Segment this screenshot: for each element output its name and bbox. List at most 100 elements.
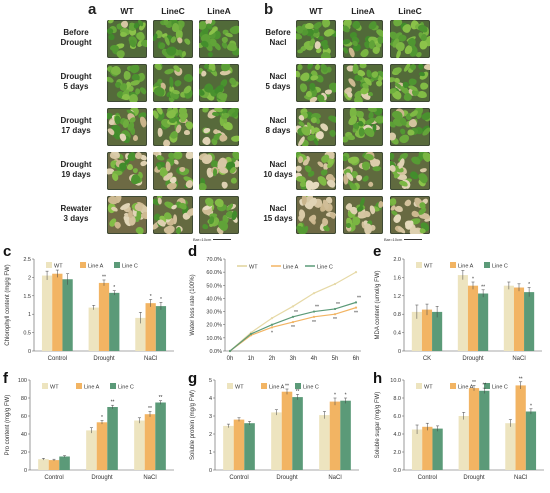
panel-b-plant-photo <box>343 64 383 102</box>
bar <box>525 411 537 470</box>
panel-a-scale-bar: Bar=10cm <box>193 237 232 242</box>
bar <box>468 388 480 470</box>
bar <box>432 311 443 351</box>
y-tick-label: 70.0% <box>206 257 222 263</box>
panel-a-plant-photo <box>199 64 239 102</box>
y-tick-label: 0.8 <box>393 312 401 318</box>
data-point <box>312 292 316 295</box>
y-axis-label: Chlorophyll content (mg/g FW) <box>5 264 11 345</box>
panel-letter: e <box>373 243 381 260</box>
significance-mark: ** <box>357 295 361 301</box>
legend-label: Line A <box>283 265 299 271</box>
bar <box>96 422 108 470</box>
y-tick-label: 10.0 <box>390 378 401 384</box>
panel-a-leaf <box>111 65 122 76</box>
y-tick-label: 2 <box>28 275 31 281</box>
panel-b-leaf <box>417 64 424 71</box>
legend-label: Line C <box>118 385 134 391</box>
bar <box>109 292 120 351</box>
x-tick-label: 4h <box>311 356 318 362</box>
panel-a-col-head: LineC <box>161 6 185 16</box>
bar <box>340 400 351 470</box>
panel-a-leaf <box>127 209 133 218</box>
panel-a-row-label-line: Drought <box>60 38 92 47</box>
data-point <box>312 310 316 313</box>
x-tick-label: NaCl <box>144 356 157 362</box>
x-tick-label: Drought <box>93 356 115 362</box>
y-tick-label: 60.0% <box>206 270 222 276</box>
panel-a-row-label-line: Before <box>63 28 89 37</box>
panel-letter: f <box>3 370 9 387</box>
panel-a-leaf <box>176 36 184 45</box>
panel-b-plant-photo <box>390 108 430 146</box>
panel-b-plant-photo <box>296 108 336 146</box>
legend-label: Line C <box>303 385 319 391</box>
panel-b-leaf <box>421 152 430 164</box>
panel-letter: h <box>373 370 382 387</box>
panel-a-leaf <box>185 152 193 160</box>
significance-mark: * <box>334 393 336 399</box>
legend-swatch <box>80 262 86 268</box>
panel-b-row-label-line: 10 days <box>263 170 293 179</box>
x-tick-label: Control <box>44 475 63 481</box>
significance-mark: ** <box>291 325 295 331</box>
panel-a-leaf <box>183 72 193 83</box>
legend-swatch <box>110 383 116 389</box>
significance-mark: ** <box>519 376 523 382</box>
y-tick-label: 6.0 <box>393 414 401 420</box>
chart-e-mda: 0 0.4 0.8 1.2 1.6 2.0 MDA content (umol/g FW) e… <box>373 243 542 362</box>
data-point <box>270 326 274 329</box>
panel-b-row-label-line: 15 days <box>263 214 293 223</box>
bar <box>505 423 516 470</box>
panel-b-row-label-line: Nacl <box>269 72 287 81</box>
bar <box>515 385 526 470</box>
x-tick-label: 3h <box>290 356 297 362</box>
panel-b-leaf <box>419 82 429 90</box>
y-tick-label: 2.0 <box>393 450 401 456</box>
panel-a-plant-photo <box>107 64 147 102</box>
data-point <box>270 317 274 320</box>
legend-label: Line C <box>492 385 508 391</box>
legend-swatch <box>46 262 52 268</box>
panel-b-col-head: LineA <box>351 6 375 16</box>
bar <box>281 391 293 470</box>
x-tick-label: 5h <box>332 356 339 362</box>
panel-a-leaf <box>181 50 187 58</box>
panel-b-row-label-line: Before <box>265 28 291 37</box>
bar <box>38 459 49 470</box>
panel-b-row-label-line: Nacl <box>269 160 287 169</box>
panel-letter: g <box>188 370 197 387</box>
bar <box>98 282 110 351</box>
significance-mark: ** <box>294 310 298 316</box>
y-tick-label: 0.4 <box>393 331 401 337</box>
bar <box>421 309 433 351</box>
chart-c-chlorophyll: 0 0.5 1 1.5 2 2.5 Chlorophyll content (mg/g FW… <box>3 243 174 362</box>
y-tick-label: 2.5 <box>23 257 31 263</box>
x-tick-label: 6h <box>353 356 360 362</box>
panel-a-leaf <box>229 24 239 36</box>
panel-a-leaf <box>230 135 239 143</box>
bar <box>524 292 535 351</box>
panel-b-plant-photo <box>296 196 336 234</box>
panel-letter: c <box>3 243 11 260</box>
legend-label: Line A <box>458 385 474 391</box>
panel-a-plant-photo <box>199 196 239 234</box>
y-tick-label: 10.0% <box>206 336 222 342</box>
panel-a-plant-photo <box>199 152 239 190</box>
panel-b-row-label: Before Nacl <box>254 28 302 48</box>
panel-a-leaf <box>174 79 183 89</box>
panel-a-leaf <box>184 129 191 135</box>
panel-a-leaf <box>220 181 229 190</box>
panel-b-leaf <box>324 89 333 95</box>
bar <box>59 456 70 470</box>
x-tick-label: NaCl <box>512 356 525 362</box>
y-tick-label: 0 <box>398 349 401 355</box>
bar <box>52 273 63 351</box>
chart-f-proline: 0 20 40 60 80 100 Pro content (mg/g FW) f WT Line… <box>3 370 174 481</box>
data-point <box>333 282 337 286</box>
legend-swatch <box>76 383 82 389</box>
legend-label: WT <box>235 385 244 391</box>
legend-swatch <box>450 262 456 268</box>
panel-b-row-label: Nacl 10 days <box>254 160 302 180</box>
panel-a-col-head: WT <box>120 6 134 16</box>
